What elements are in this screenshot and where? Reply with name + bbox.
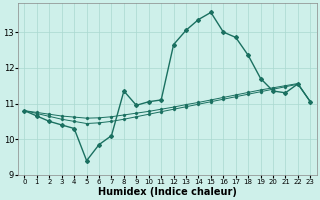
X-axis label: Humidex (Indice chaleur): Humidex (Indice chaleur): [98, 187, 237, 197]
